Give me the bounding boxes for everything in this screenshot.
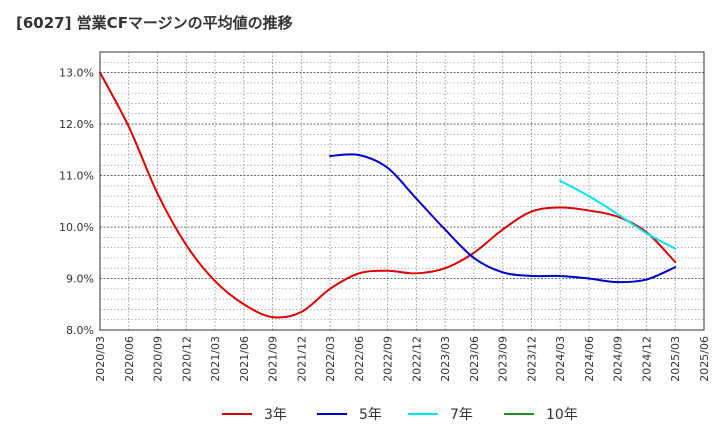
x-tick-label: 2022/09 [382, 336, 395, 382]
legend: 3年 5年 7年 10年 [222, 407, 578, 423]
x-tick-label: 2021/06 [238, 336, 251, 382]
x-tick-label: 2021/03 [209, 336, 222, 382]
x-tick-label: 2020/12 [180, 336, 193, 382]
y-axis-ticks: 8.0% 9.0% 10.0% 11.0% 12.0% 13.0% [59, 67, 94, 337]
chart-title: [6027] 営業CFマージンの平均値の推移 [16, 14, 293, 32]
x-tick-label: 2021/12 [295, 336, 308, 382]
legend-label-7年: 7年 [450, 407, 473, 423]
y-tick-label: 13.0% [59, 67, 94, 80]
plot-area-border [99, 51, 705, 331]
x-tick-label: 2025/06 [698, 336, 711, 382]
series-line-5年 [329, 153, 677, 284]
x-tick-label: 2024/12 [640, 336, 653, 382]
x-tick-label: 2022/06 [353, 336, 366, 382]
y-tick-label: 9.0% [66, 273, 94, 286]
x-tick-label: 2020/09 [152, 336, 165, 382]
series-line-7年 [559, 179, 677, 250]
x-tick-label: 2024/03 [554, 336, 567, 382]
x-tick-label: 2020/03 [94, 336, 107, 382]
x-tick-label: 2022/12 [410, 336, 423, 382]
x-tick-label: 2023/09 [497, 336, 510, 382]
grid [99, 51, 705, 331]
x-tick-label: 2020/06 [123, 336, 136, 382]
y-tick-label: 10.0% [59, 221, 94, 234]
y-tick-label: 12.0% [59, 118, 94, 131]
x-axis-ticks: 2020/03 2020/06 2020/09 2020/12 2021/03 2021/… [94, 336, 711, 382]
x-tick-label: 2023/06 [468, 336, 481, 382]
legend-label-10年: 10年 [546, 407, 578, 423]
legend-label-3年: 3年 [264, 407, 287, 423]
x-tick-label: 2022/03 [324, 336, 337, 382]
x-tick-label: 2025/03 [669, 336, 682, 382]
legend-label-5年: 5年 [359, 407, 382, 423]
series-line-3年 [99, 71, 677, 319]
x-tick-label: 2021/09 [267, 336, 280, 382]
series-lines [99, 71, 677, 319]
y-tick-label: 8.0% [66, 324, 94, 337]
x-tick-label: 2023/03 [439, 336, 452, 382]
x-tick-label: 2024/09 [612, 336, 625, 382]
x-tick-label: 2023/12 [525, 336, 538, 382]
y-tick-label: 11.0% [59, 170, 94, 183]
x-tick-label: 2024/06 [583, 336, 596, 382]
